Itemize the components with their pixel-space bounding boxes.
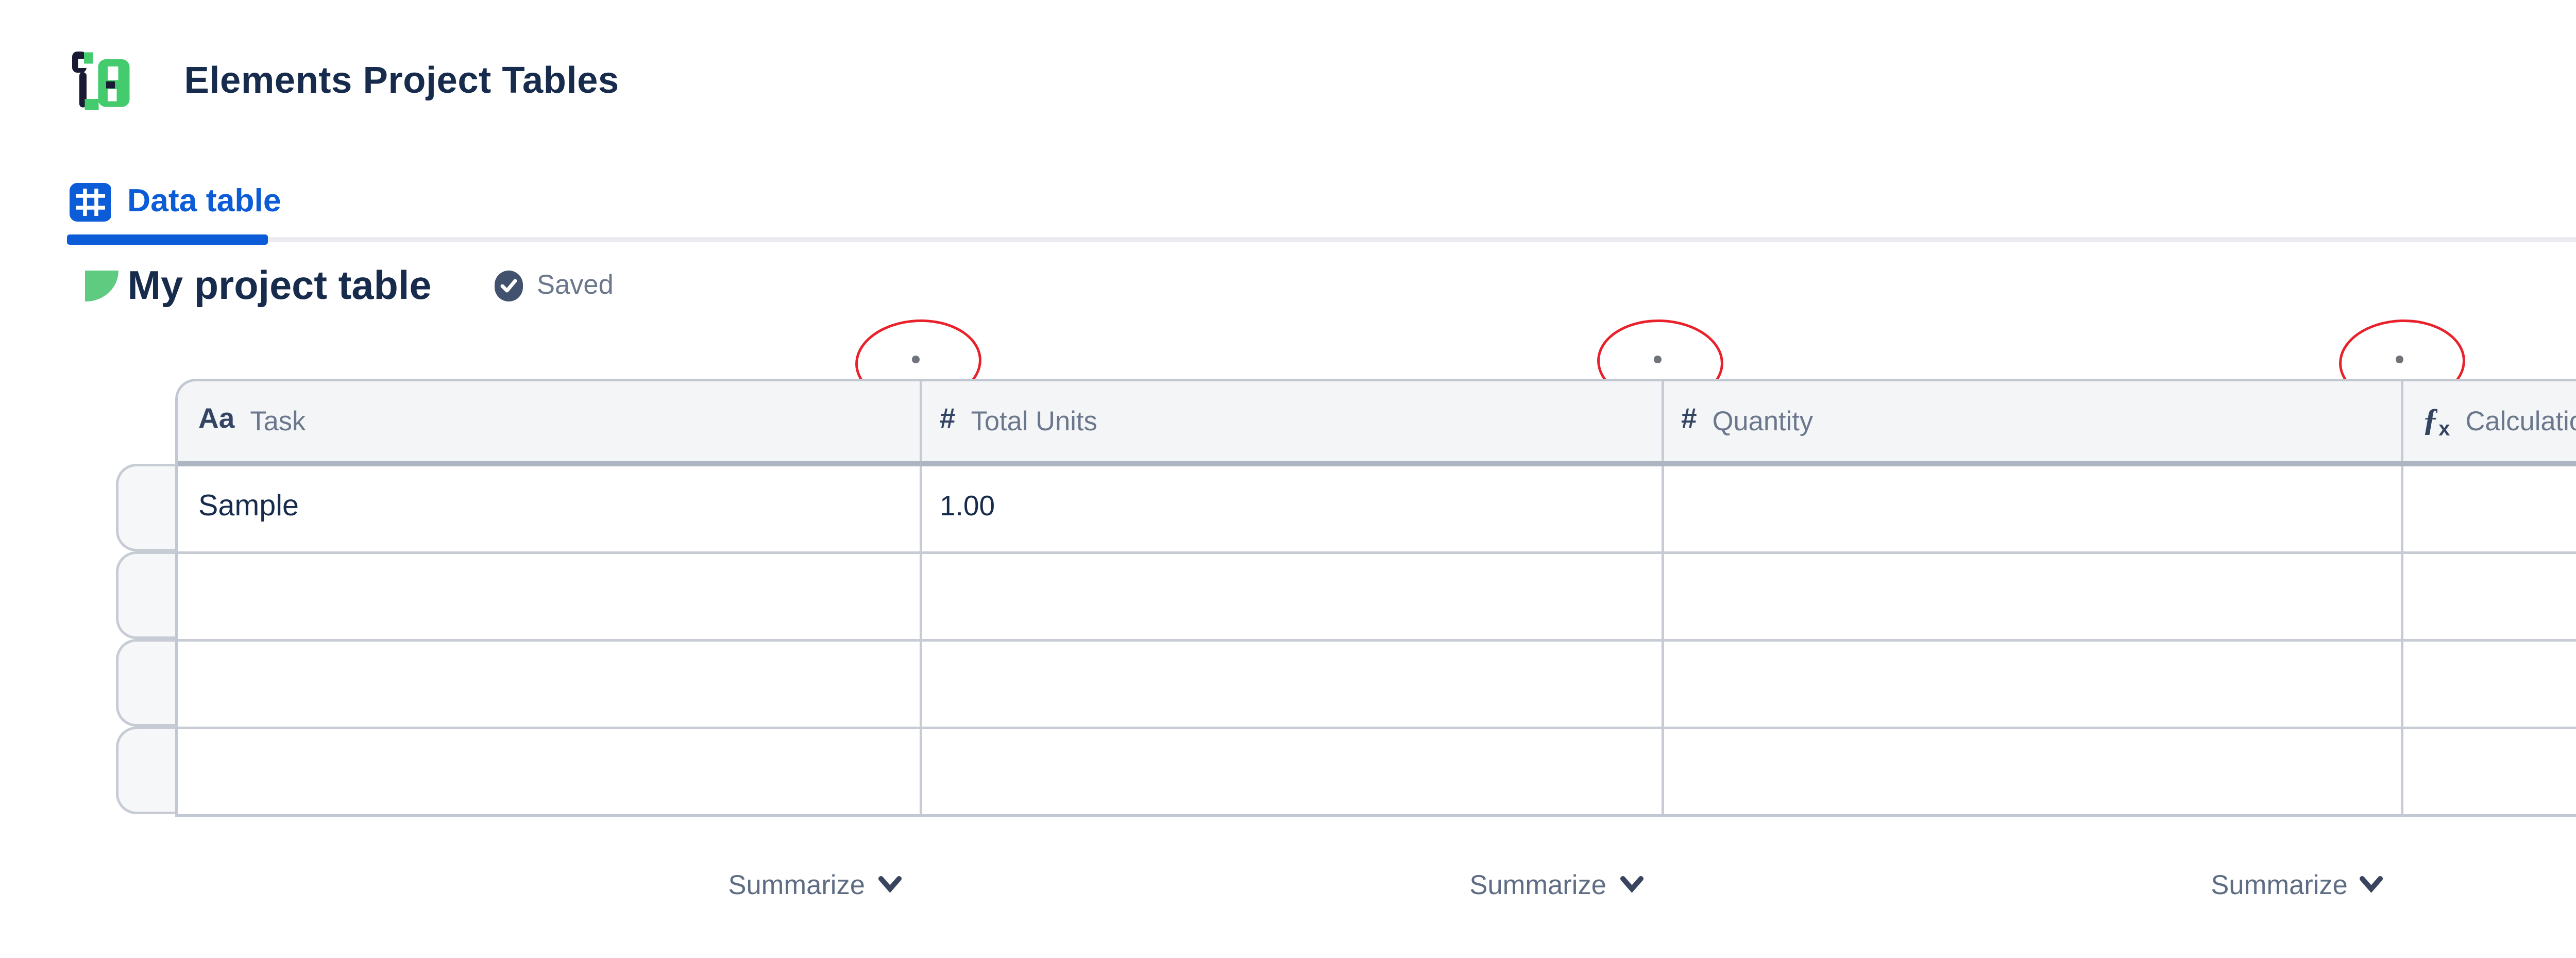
- column-header-calculation[interactable]: ƒx Calculation: [2422, 400, 2576, 440]
- table-icon: [70, 181, 112, 221]
- chevron-down-icon: [1619, 877, 1642, 894]
- status-label: Saved: [536, 271, 614, 301]
- app-title: Elements Project Tables: [184, 62, 619, 103]
- row-drag-handle[interactable]: [116, 727, 176, 816]
- active-tab-indicator: [66, 234, 267, 244]
- number-type-icon: #: [939, 405, 956, 435]
- check-icon: [495, 271, 524, 301]
- cell-task[interactable]: Sample: [198, 493, 299, 525]
- text-type-icon: Aa: [198, 405, 235, 435]
- chevron-down-icon: [2360, 877, 2384, 894]
- table-row[interactable]: !: [178, 553, 2576, 641]
- number-type-icon: #: [1681, 405, 1697, 435]
- page-title[interactable]: My project table: [127, 265, 432, 309]
- tab-data-table[interactable]: Data table: [70, 178, 281, 224]
- formula-type-icon: ƒx: [2422, 400, 2450, 440]
- table-row[interactable]: Sample 1.00 ! 9 NOV 2023: [178, 466, 2576, 554]
- app-logo: [71, 50, 130, 110]
- table-row[interactable]: !: [178, 641, 2576, 729]
- tab-label: Data table: [127, 183, 281, 219]
- column-resize-handle[interactable]: [1653, 354, 1663, 364]
- column-header-quantity[interactable]: # Quantity: [1681, 405, 1814, 437]
- table-header-row: Aa Task # Total Units # Quantity ƒx Calc…: [178, 381, 2576, 466]
- column-header-total-units[interactable]: # Total Units: [939, 405, 1097, 437]
- tab-strip-divider: [66, 237, 2576, 243]
- column-resize-handle[interactable]: [2395, 354, 2404, 364]
- column-header-task[interactable]: Aa Task: [198, 405, 306, 437]
- summarize-dropdown-task[interactable]: Summarize: [592, 868, 901, 902]
- row-drag-handle[interactable]: [116, 639, 176, 728]
- summarize-dropdown-quantity[interactable]: Summarize: [2075, 868, 2384, 902]
- cell-total-units[interactable]: 1.00: [939, 493, 995, 525]
- sheet-icon: [85, 269, 118, 301]
- table-body: Sample 1.00 ! 9 NOV 2023 ! ! !: [178, 466, 2576, 813]
- summarize-dropdown-total-units[interactable]: Summarize: [1333, 868, 1642, 902]
- row-drag-handle[interactable]: [116, 551, 176, 640]
- project-table: Aa Task # Total Units # Quantity ƒx Calc…: [175, 379, 2576, 816]
- table-row[interactable]: !: [178, 728, 2576, 813]
- chevron-down-icon: [877, 877, 901, 894]
- column-resize-handle[interactable]: [912, 354, 921, 364]
- row-drag-handle[interactable]: [116, 464, 176, 552]
- status-badge: Saved: [495, 271, 614, 301]
